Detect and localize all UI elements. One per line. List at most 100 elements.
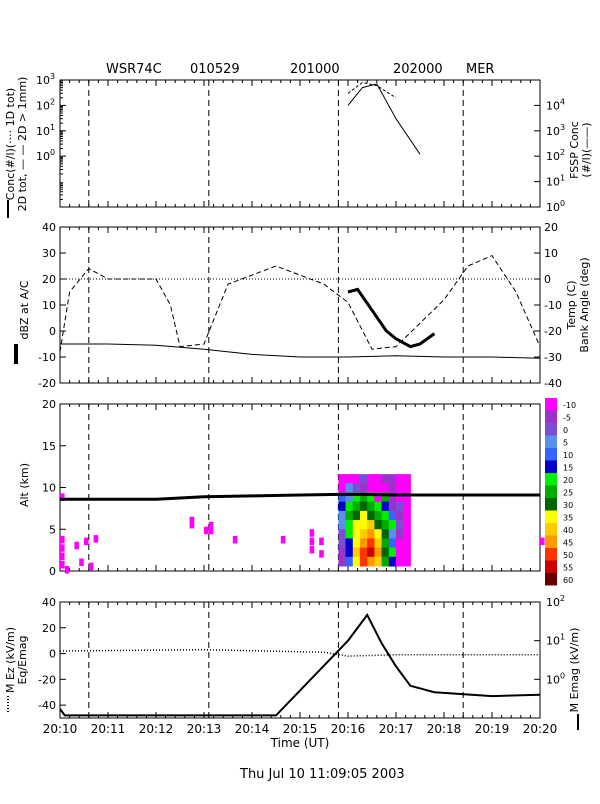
colorbar-swatch: [545, 523, 557, 536]
colorbar-label: 50: [563, 551, 573, 560]
alt-storm-cell: [338, 483, 347, 494]
alt-storm-cell: [345, 520, 354, 530]
colorbar-swatch: [545, 535, 557, 548]
alt-storm-cell: [403, 547, 411, 558]
alt-echo-cell: [64, 565, 70, 574]
alt-storm-cell: [388, 510, 397, 521]
conc-ytick-right-label: 100: [546, 199, 565, 214]
alt-echo-cell: [79, 558, 84, 566]
alt-storm-cell: [367, 492, 375, 503]
alt-echo-cell: [280, 535, 286, 544]
dbz-ytick-label: 20: [42, 273, 56, 286]
alt-ytick-label: 5: [49, 523, 56, 536]
dbz-right-ytick-label: -20: [544, 325, 562, 338]
alt-storm-cell: [360, 483, 368, 494]
alt-storm-cell: [396, 529, 404, 539]
efield-ytick-right-label: 100: [546, 671, 565, 686]
efield-series-1: [59, 648, 540, 657]
alt-storm-cell: [352, 492, 361, 503]
alt-echo-cell: [309, 537, 315, 546]
alt-storm-cell: [367, 510, 375, 521]
alt-storm-cell: [403, 538, 411, 549]
colorbar-label: 35: [563, 514, 573, 523]
efield-xtick-label: 20:13: [187, 722, 222, 736]
efield-ylabel-left2: Eq/Emag: [16, 635, 29, 684]
alt-echo-cell: [60, 535, 65, 544]
alt-storm-cell: [345, 538, 354, 549]
efield-ytick-label: 40: [42, 596, 56, 609]
dbz-ytick-label: 40: [42, 221, 56, 234]
colorbar-label: 20: [563, 476, 573, 485]
footer-timestamp: Thu Jul 10 11:09:05 2003: [239, 767, 405, 782]
dbz-right-ytick-label: 0: [544, 273, 551, 286]
alt-storm-cell: [374, 529, 383, 539]
alt-storm-cell: [403, 529, 411, 539]
conc-ylabel-left: Conc(#/l)(···· 1D tot): [4, 88, 17, 200]
alt-echo-cell: [208, 526, 214, 535]
panel-reflectivity: -20 -10 0 10 20 30 40 -40 -30 -20 -10 0 10 20 dBZ at A…: [14, 221, 591, 390]
alt-echo-cell: [208, 521, 214, 530]
alt-storm-cell: [381, 520, 390, 530]
alt-storm-cell: [367, 501, 375, 512]
alt-storm-cell: [381, 538, 390, 549]
dbz-ytick-label: -20: [38, 377, 56, 390]
alt-storm-cell: [403, 556, 411, 567]
alt-echo-cell: [60, 544, 65, 552]
alt-storm-cell: [388, 529, 397, 539]
alt-storm-cell: [396, 556, 404, 567]
alt-storm-cell: [396, 547, 404, 558]
efield-ytick-right-label: 102: [546, 594, 565, 609]
colorbar-swatch: [545, 485, 557, 498]
alt-storm-cell: [367, 529, 375, 539]
alt-storm-cell: [338, 520, 347, 530]
conc-left-label: Conc(#/l)(···· 1D tot) 2D tot, — — 2D > 1…: [4, 77, 29, 218]
alt-storm-cell: [388, 520, 397, 530]
colorbar-swatch: [545, 498, 557, 511]
alt-storm-cell: [396, 483, 404, 494]
conc-ytick-right-label: 104: [546, 97, 565, 112]
alt-storm-cell: [388, 474, 397, 484]
alt-storm-cell: [352, 556, 361, 567]
conc-ytick-label: 102: [36, 97, 55, 112]
colorbar-swatch: [545, 460, 557, 473]
colorbar-label: 25: [563, 489, 573, 498]
conc-ytick-right-label: 103: [546, 123, 565, 138]
conc-frame: [59, 79, 541, 208]
alt-frame: [59, 403, 541, 572]
alt-storm-cell: [338, 510, 347, 521]
colorbar-label: -10: [563, 401, 576, 410]
colorbar-label: 10: [563, 451, 573, 460]
alt-echo-cell: [74, 541, 79, 550]
alt-storm-cell: [367, 547, 375, 558]
alt-storm-cell: [396, 501, 404, 512]
dbz-ytick-label: -10: [38, 351, 56, 364]
dbz-ylabel-right: Temp (C): [565, 280, 578, 330]
conc-series-0: [347, 83, 421, 155]
efield-xtick-label: 20:17: [379, 722, 414, 736]
alt-echo-cell: [60, 560, 65, 569]
dbz-right-ytick-label: -30: [544, 351, 562, 364]
colorbar-swatch: [545, 473, 557, 486]
alt-storm-cell: [381, 501, 390, 512]
alt-storm-cell: [388, 501, 397, 512]
efield-ylabel-right: M Emag (kV/m): [568, 628, 581, 713]
efield-ylabel-left: M Ez (kV/m): [4, 627, 17, 693]
alt-storm-cell: [360, 529, 368, 539]
efield-xtick-label: 20:14: [235, 722, 270, 736]
panel-altitude: 0 5 10 15 20 Alt (km): [18, 398, 545, 578]
conc-series-1: [347, 81, 397, 99]
dbz-frame: [59, 226, 541, 384]
dbz-ytick-label: 30: [42, 247, 56, 260]
colorbar-label: 40: [563, 526, 573, 535]
efield-xtick-label: 20:20: [523, 722, 558, 736]
alt-storm-cell: [360, 520, 368, 530]
colorbar-swatch: [545, 423, 557, 436]
alt-ytick-label: 0: [49, 565, 56, 578]
colorbar-label: 30: [563, 501, 573, 510]
alt-storm-cell: [396, 520, 404, 530]
dbz-ylabel-right2: Bank Angle (deg): [578, 257, 591, 352]
alt-storm-cell: [374, 492, 383, 503]
conc-ylabel-right: FSSP Conc: [568, 121, 581, 179]
alt-storm-cell: [403, 501, 411, 512]
